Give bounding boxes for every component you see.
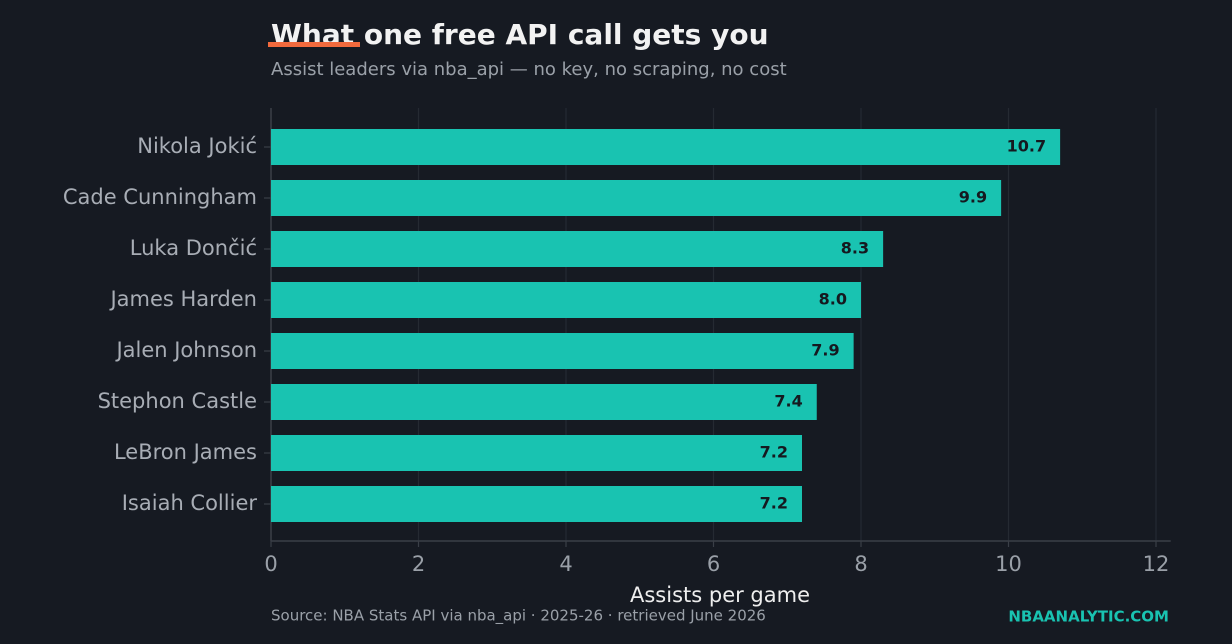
bar (271, 180, 1002, 216)
value-label: 7.4 (774, 392, 802, 411)
value-label: 9.9 (959, 188, 987, 207)
source-note: Source: NBA Stats API via nba_api · 2025… (271, 607, 766, 626)
y-tick-label: Cade Cunningham (63, 185, 257, 209)
y-tick-label: Isaiah Collier (122, 491, 258, 515)
y-tick-label: Nikola Jokić (137, 134, 257, 158)
value-label: 7.2 (760, 443, 788, 462)
bar (271, 231, 884, 267)
y-tick-label: James Harden (108, 287, 257, 311)
bar (271, 333, 854, 369)
value-label: 7.9 (811, 341, 839, 360)
value-label: 7.2 (760, 494, 788, 513)
y-tick-label: Jalen Johnson (114, 338, 257, 362)
y-tick-label: LeBron James (114, 440, 257, 464)
x-axis-label: Assists per game (630, 583, 810, 607)
title-accent (268, 42, 360, 47)
chart-subtitle: Assist leaders via nba_api — no key, no … (271, 59, 787, 80)
x-tick-label: 10 (995, 552, 1022, 576)
bar (271, 486, 802, 522)
x-tick-label: 12 (1143, 552, 1170, 576)
x-tick-label: 4 (559, 552, 572, 576)
value-label: 8.3 (841, 239, 869, 258)
x-tick-label: 6 (707, 552, 720, 576)
bar (271, 384, 817, 420)
bar (271, 129, 1061, 165)
bar (271, 435, 802, 471)
value-label: 10.7 (1007, 137, 1046, 156)
y-tick-label: Stephon Castle (98, 389, 257, 413)
x-tick-label: 0 (264, 552, 277, 576)
x-tick-label: 8 (854, 552, 867, 576)
brand: NBAANALYTIC.COM (1008, 608, 1169, 626)
value-label: 8.0 (819, 290, 847, 309)
y-tick-label: Luka Dončić (130, 236, 257, 260)
bar (271, 282, 861, 318)
x-tick-label: 2 (412, 552, 425, 576)
